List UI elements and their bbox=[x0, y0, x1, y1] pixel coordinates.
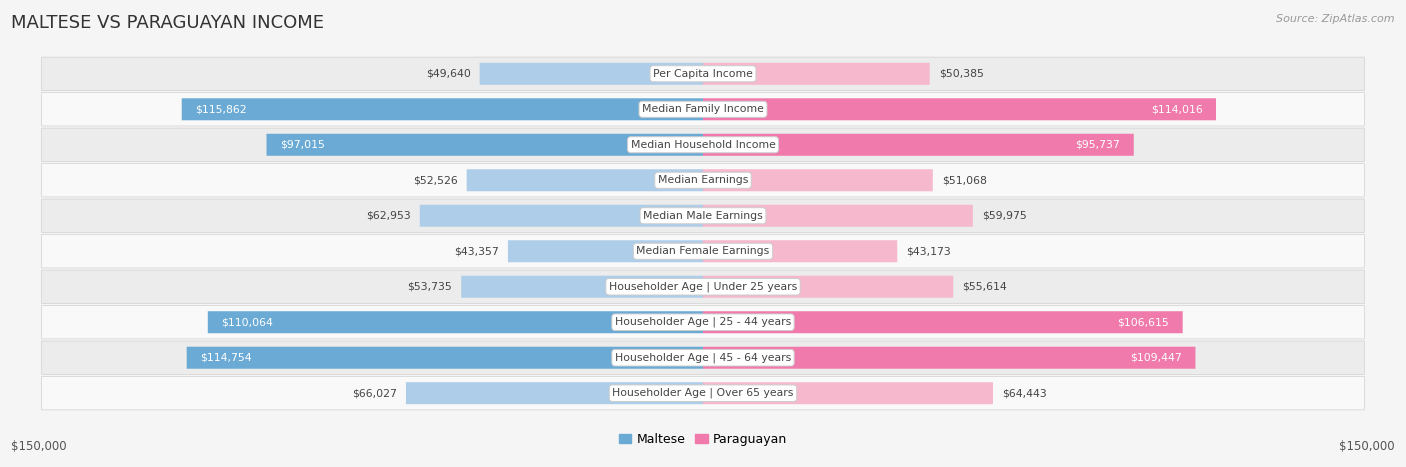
Text: $110,064: $110,064 bbox=[221, 317, 273, 327]
Text: $51,068: $51,068 bbox=[942, 175, 987, 185]
FancyBboxPatch shape bbox=[267, 134, 703, 156]
Text: $109,447: $109,447 bbox=[1130, 353, 1182, 363]
FancyBboxPatch shape bbox=[42, 57, 1364, 91]
Text: $66,027: $66,027 bbox=[352, 388, 396, 398]
FancyBboxPatch shape bbox=[42, 270, 1364, 304]
FancyBboxPatch shape bbox=[479, 63, 703, 85]
FancyBboxPatch shape bbox=[42, 199, 1364, 233]
FancyBboxPatch shape bbox=[42, 341, 1364, 375]
Text: Median Earnings: Median Earnings bbox=[658, 175, 748, 185]
Text: Source: ZipAtlas.com: Source: ZipAtlas.com bbox=[1277, 14, 1395, 24]
FancyBboxPatch shape bbox=[703, 276, 953, 298]
FancyBboxPatch shape bbox=[42, 305, 1364, 339]
Text: $150,000: $150,000 bbox=[11, 440, 67, 453]
Text: $64,443: $64,443 bbox=[1002, 388, 1046, 398]
FancyBboxPatch shape bbox=[42, 234, 1364, 268]
Text: $50,385: $50,385 bbox=[939, 69, 984, 79]
Text: $52,526: $52,526 bbox=[413, 175, 458, 185]
Text: $53,735: $53,735 bbox=[408, 282, 453, 292]
FancyBboxPatch shape bbox=[187, 347, 703, 369]
Text: $114,016: $114,016 bbox=[1150, 104, 1202, 114]
Legend: Maltese, Paraguayan: Maltese, Paraguayan bbox=[614, 428, 792, 451]
FancyBboxPatch shape bbox=[42, 92, 1364, 126]
FancyBboxPatch shape bbox=[42, 376, 1364, 410]
Text: $55,614: $55,614 bbox=[962, 282, 1007, 292]
Text: Householder Age | Over 65 years: Householder Age | Over 65 years bbox=[612, 388, 794, 398]
Text: Householder Age | Under 25 years: Householder Age | Under 25 years bbox=[609, 282, 797, 292]
FancyBboxPatch shape bbox=[703, 382, 993, 404]
Text: $95,737: $95,737 bbox=[1076, 140, 1121, 150]
Text: Median Household Income: Median Household Income bbox=[630, 140, 776, 150]
Text: $62,953: $62,953 bbox=[366, 211, 411, 221]
FancyBboxPatch shape bbox=[208, 311, 703, 333]
Text: $150,000: $150,000 bbox=[1339, 440, 1395, 453]
FancyBboxPatch shape bbox=[703, 205, 973, 227]
Text: $43,357: $43,357 bbox=[454, 246, 499, 256]
FancyBboxPatch shape bbox=[703, 169, 932, 191]
Text: $49,640: $49,640 bbox=[426, 69, 471, 79]
FancyBboxPatch shape bbox=[703, 134, 1133, 156]
Text: Householder Age | 25 - 44 years: Householder Age | 25 - 44 years bbox=[614, 317, 792, 327]
FancyBboxPatch shape bbox=[406, 382, 703, 404]
FancyBboxPatch shape bbox=[508, 240, 703, 262]
Text: $43,173: $43,173 bbox=[907, 246, 950, 256]
Text: $115,862: $115,862 bbox=[195, 104, 247, 114]
Text: Median Family Income: Median Family Income bbox=[643, 104, 763, 114]
Text: $59,975: $59,975 bbox=[981, 211, 1026, 221]
FancyBboxPatch shape bbox=[703, 98, 1216, 120]
FancyBboxPatch shape bbox=[420, 205, 703, 227]
FancyBboxPatch shape bbox=[42, 128, 1364, 162]
FancyBboxPatch shape bbox=[703, 311, 1182, 333]
Text: MALTESE VS PARAGUAYAN INCOME: MALTESE VS PARAGUAYAN INCOME bbox=[11, 14, 325, 32]
FancyBboxPatch shape bbox=[703, 347, 1195, 369]
Text: $114,754: $114,754 bbox=[200, 353, 252, 363]
FancyBboxPatch shape bbox=[467, 169, 703, 191]
FancyBboxPatch shape bbox=[42, 163, 1364, 197]
Text: $106,615: $106,615 bbox=[1118, 317, 1170, 327]
FancyBboxPatch shape bbox=[703, 240, 897, 262]
Text: Per Capita Income: Per Capita Income bbox=[652, 69, 754, 79]
FancyBboxPatch shape bbox=[461, 276, 703, 298]
Text: Median Female Earnings: Median Female Earnings bbox=[637, 246, 769, 256]
FancyBboxPatch shape bbox=[703, 63, 929, 85]
Text: Median Male Earnings: Median Male Earnings bbox=[643, 211, 763, 221]
Text: Householder Age | 45 - 64 years: Householder Age | 45 - 64 years bbox=[614, 353, 792, 363]
Text: $97,015: $97,015 bbox=[280, 140, 325, 150]
FancyBboxPatch shape bbox=[181, 98, 703, 120]
